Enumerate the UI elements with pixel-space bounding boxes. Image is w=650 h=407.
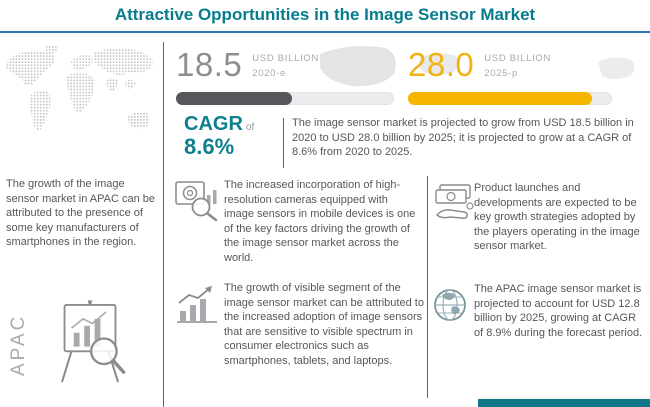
divider-left-column <box>163 42 164 407</box>
money-hand-icon <box>435 184 474 219</box>
region-label: APAC <box>8 313 29 376</box>
cagr-connector: of <box>245 122 255 133</box>
title-underline <box>0 31 650 33</box>
cagr-label: CAGR <box>184 113 243 135</box>
globe-icon <box>434 289 466 321</box>
stat-projected: 28.0 USD BILLION 2025-p <box>408 48 551 81</box>
camera-magnifier-icon <box>175 181 218 221</box>
bar-current-fill <box>176 92 292 105</box>
stat-projected-label: USD BILLION 2025-p <box>484 48 551 81</box>
stat-current: 18.5 USD BILLION 2020-e <box>176 48 319 81</box>
world-map <box>5 45 153 132</box>
cagr-block: CAGR of 8.6% <box>184 113 254 159</box>
stat-current-unit: USD BILLION <box>252 53 320 64</box>
divider-cagr <box>283 118 284 168</box>
insight-text-visible-segment: The growth of visible segment of the ima… <box>224 282 424 367</box>
footer-accent-bar <box>478 399 650 407</box>
insight-text-apac-market: The APAC image sensor market is projecte… <box>474 283 643 339</box>
growth-chart-icon <box>177 286 217 323</box>
stat-current-year: 2020-e <box>252 67 287 79</box>
left-panel-paragraph: The growth of the image sensor market in… <box>6 178 155 249</box>
stat-current-value: 18.5 <box>176 46 243 83</box>
bar-projected <box>408 92 612 105</box>
stat-projected-year: 2025-p <box>484 67 519 79</box>
presentation-chart-magnifier-icon <box>61 300 126 383</box>
divider-right-column <box>427 176 428 398</box>
world-map-faint <box>320 46 635 87</box>
stat-projected-unit: USD BILLION <box>484 53 552 64</box>
stat-current-label: USD BILLION 2020-e <box>252 48 319 81</box>
cagr-value: 8.6% <box>184 134 235 159</box>
insight-text-cameras: The increased incorporation of high-reso… <box>224 179 416 264</box>
bar-current <box>176 92 394 105</box>
page-title: Attractive Opportunities in the Image Se… <box>114 5 536 24</box>
bar-projected-fill <box>408 92 592 105</box>
growth-summary: The image sensor market is projected to … <box>292 117 634 159</box>
stat-projected-value: 28.0 <box>408 46 475 83</box>
insight-text-product-launches: Product launches and developments are ex… <box>474 182 640 253</box>
